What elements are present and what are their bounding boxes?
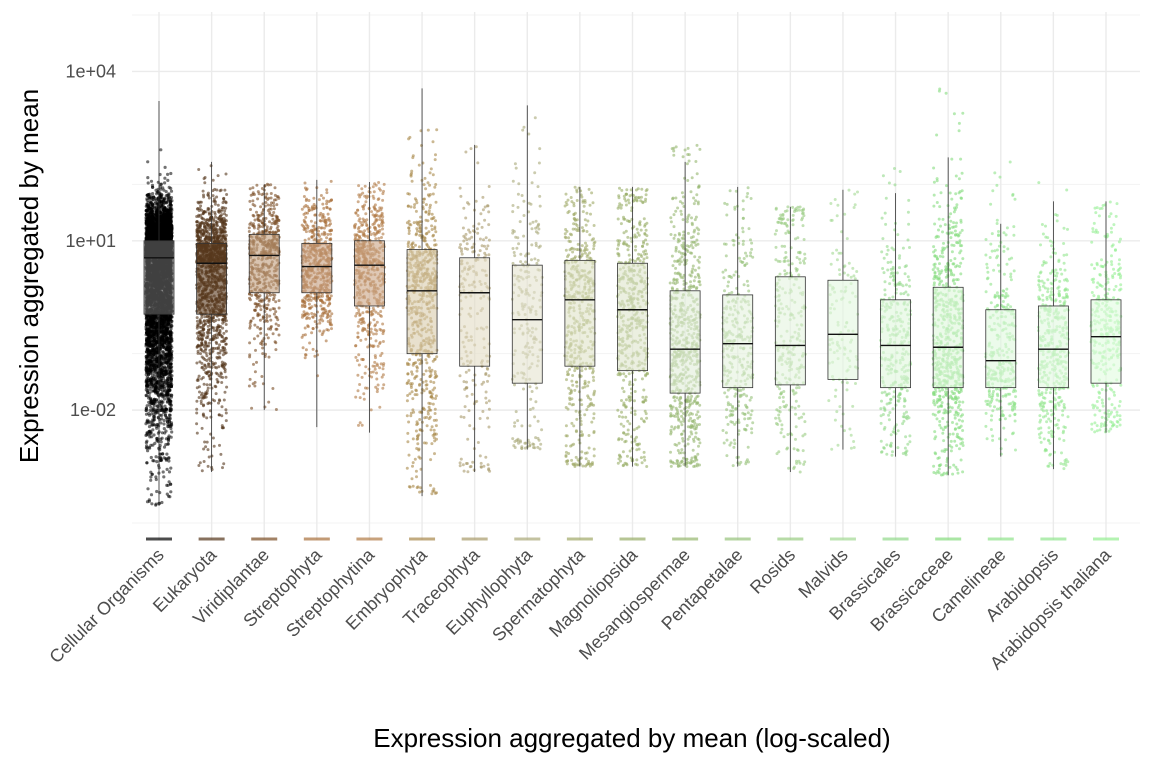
data-point — [166, 320, 170, 324]
data-point — [168, 371, 172, 375]
data-point — [169, 490, 173, 494]
data-point — [163, 181, 167, 185]
data-point — [167, 480, 171, 484]
data-point — [162, 393, 166, 397]
data-point — [166, 442, 170, 446]
data-point — [149, 475, 153, 479]
data-point — [163, 431, 167, 435]
data-point — [145, 202, 149, 206]
data-point — [154, 475, 158, 479]
data-point — [159, 387, 163, 392]
data-point — [159, 148, 163, 152]
data-point — [152, 433, 156, 437]
data-point — [148, 391, 152, 395]
data-point — [154, 502, 158, 506]
data-point — [170, 430, 174, 434]
data-point — [170, 319, 174, 323]
data-point — [152, 404, 156, 408]
data-point — [161, 203, 166, 207]
data-point — [165, 452, 169, 456]
data-point — [162, 445, 167, 449]
data-point — [144, 393, 148, 397]
data-point — [167, 185, 171, 189]
data-point — [163, 176, 167, 180]
data-point — [145, 419, 149, 424]
data-point — [166, 172, 170, 176]
data-point — [169, 189, 174, 193]
data-point — [144, 446, 148, 450]
data-point — [168, 495, 172, 499]
data-point — [149, 405, 153, 409]
data-point — [149, 400, 153, 404]
data-point — [167, 459, 171, 463]
data-point — [148, 408, 152, 412]
data-point — [162, 475, 166, 479]
data-point — [161, 470, 165, 474]
data-point — [145, 198, 149, 202]
data-point — [144, 441, 148, 445]
data-point — [168, 424, 172, 428]
data-point — [163, 404, 167, 408]
data-point — [149, 455, 153, 460]
data-point — [154, 477, 158, 482]
data-point — [166, 198, 170, 202]
data-point — [168, 316, 172, 320]
data-point — [162, 397, 167, 401]
data-point — [155, 460, 159, 464]
data-point — [165, 492, 169, 496]
data-point — [162, 427, 166, 431]
data-point — [159, 378, 163, 382]
data-point — [153, 441, 157, 445]
data-point — [147, 425, 152, 429]
data-point — [151, 428, 155, 432]
data-point — [159, 440, 163, 444]
data-point — [167, 413, 172, 417]
data-point — [159, 421, 163, 425]
data-point — [170, 393, 174, 397]
data-point — [149, 386, 153, 390]
data-point — [146, 181, 150, 185]
data-point — [150, 502, 154, 506]
data-point — [166, 178, 170, 182]
data-point — [150, 412, 154, 416]
data-point — [146, 487, 150, 491]
data-point — [162, 422, 166, 426]
data-point — [151, 459, 155, 463]
data-point — [159, 437, 163, 441]
data-point — [163, 380, 167, 384]
data-point — [169, 171, 173, 176]
data-point — [144, 408, 148, 412]
data-point — [169, 466, 173, 470]
data-point — [158, 491, 162, 495]
data-point — [169, 426, 173, 431]
data-point — [146, 176, 150, 180]
data-point — [149, 493, 154, 497]
data-point — [161, 350, 165, 354]
data-point — [154, 455, 158, 459]
data-point — [149, 478, 153, 482]
data-point — [148, 446, 152, 450]
data-point — [155, 489, 159, 494]
data-point — [151, 192, 155, 196]
data-point — [163, 165, 167, 169]
data-point — [145, 404, 149, 408]
data-point — [160, 431, 164, 435]
data-point — [167, 192, 171, 196]
data-point — [165, 467, 169, 471]
data-point — [146, 449, 150, 453]
data-point — [156, 439, 160, 444]
data-point — [164, 194, 168, 198]
data-point — [152, 414, 156, 418]
data-point — [146, 160, 150, 164]
data-point — [150, 389, 154, 393]
data-point — [148, 435, 152, 439]
